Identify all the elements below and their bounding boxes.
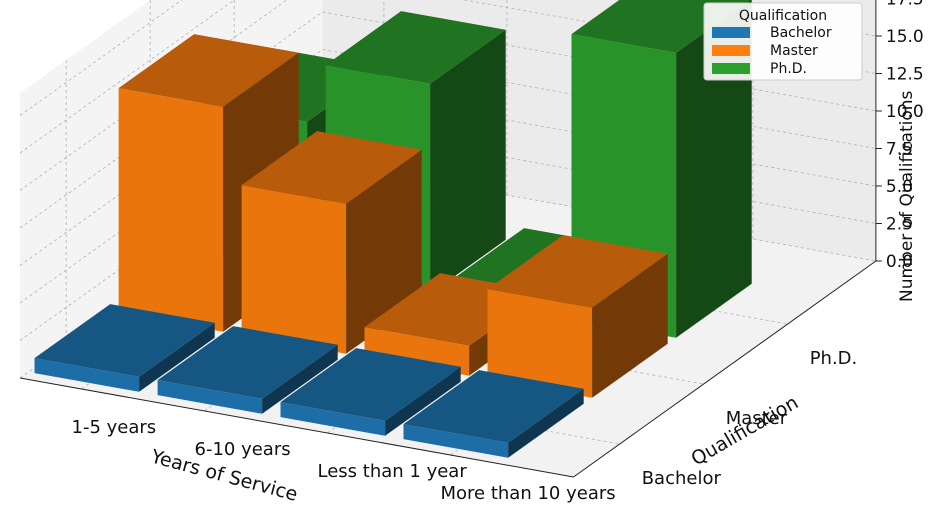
legend-swatch-bachelor: [712, 27, 750, 38]
bar-front-face: [118, 88, 224, 332]
grid-line-z-back: [322, 49, 876, 149]
legend-entry-master: Master: [770, 43, 818, 59]
z-tick-label: 15.0: [886, 27, 924, 47]
grid-line-z-side: [19, 11, 323, 229]
legend-title: Qualification: [739, 8, 827, 24]
grid-line-z-side: [19, 0, 288, 191]
x-axis-line: [19, 377, 574, 478]
bar-front-face: [364, 327, 470, 376]
axis-lines: [19, 0, 877, 478]
bar-side-face: [676, 0, 752, 338]
grid-line-z-side: [19, 124, 323, 341]
y-tick-label: Master: [726, 408, 788, 429]
bar-front-face: [487, 289, 593, 398]
z-tick-label: 5.0: [886, 177, 913, 197]
bar-top-face: [157, 326, 338, 399]
y-tick-label: Ph.D.: [810, 348, 858, 369]
bar-bachelor-1: [34, 304, 215, 392]
grid-line-z-side: [19, 49, 323, 266]
bar-front-face: [157, 380, 263, 414]
x-tick-label: Less than 1 year: [318, 461, 468, 482]
bar-top-face: [241, 131, 422, 204]
bar-bachelor-3: [280, 348, 461, 436]
bar-top-face: [280, 348, 461, 421]
bar-bachelor-2: [157, 326, 338, 414]
legend-box: [703, 2, 863, 81]
z-axis-title: Number of Qualifications: [897, 90, 917, 302]
bar-top-face: [325, 11, 506, 84]
bar-bachelor-4: [403, 370, 584, 458]
bar-side-face: [139, 322, 215, 392]
grid-line-z-back: [322, 11, 876, 112]
bar-top-face: [34, 304, 215, 377]
bar-top-face: [118, 34, 299, 107]
grid-line-z-side: [19, 0, 183, 116]
legend-entry-bachelor: Bachelor: [770, 25, 832, 41]
bar-top-face: [403, 370, 584, 443]
bar-master-2: [241, 131, 422, 354]
bar-front-face: [34, 358, 140, 392]
z-tick-label: 7.5: [886, 140, 913, 160]
bar-top-face: [487, 235, 668, 308]
y-axis-line: [573, 260, 877, 478]
z-tick-label: 17.5: [886, 0, 924, 10]
x-tick-label: 6-10 years: [195, 439, 291, 460]
legend-swatch-phd: [712, 63, 750, 74]
z-tick-label: 2.5: [886, 215, 913, 235]
y-tick-label: Bachelor: [642, 468, 722, 489]
bar-front-face: [280, 402, 386, 436]
x-tick-label: More than 10 years: [441, 483, 616, 504]
bar-side-face: [262, 344, 338, 414]
z-tick-label: 12.5: [886, 65, 924, 85]
z-tick-label: 10.0: [886, 102, 924, 122]
y-axis-title: Qualification: [688, 391, 803, 470]
legend-entry-phd: Ph.D.: [770, 61, 807, 77]
bar-side-face: [430, 29, 506, 294]
grid-line-z-back: [322, 124, 876, 224]
bar-side-face: [508, 388, 584, 458]
bar-master-4: [487, 235, 668, 398]
grid-line-z-back: [322, 161, 876, 262]
tick-labels: 1-5 years 6-10 years Less than 1 yearMore …: [72, 0, 924, 504]
bar-side-face: [385, 366, 461, 436]
legend-swatch-master: [712, 45, 750, 56]
legend: Qualification Bachelor Master Ph.D.: [703, 2, 863, 81]
grid-line-z-side: [19, 0, 235, 154]
bar-front-face: [403, 424, 509, 458]
grid-line-z-side: [19, 86, 323, 304]
z-tick-label: 0.0: [886, 252, 913, 272]
grid-line-z-back: [322, 86, 876, 187]
x-tick-label: 1-5 years: [72, 417, 157, 438]
bar-front-face: [241, 185, 347, 354]
bar-side-face: [592, 253, 668, 398]
